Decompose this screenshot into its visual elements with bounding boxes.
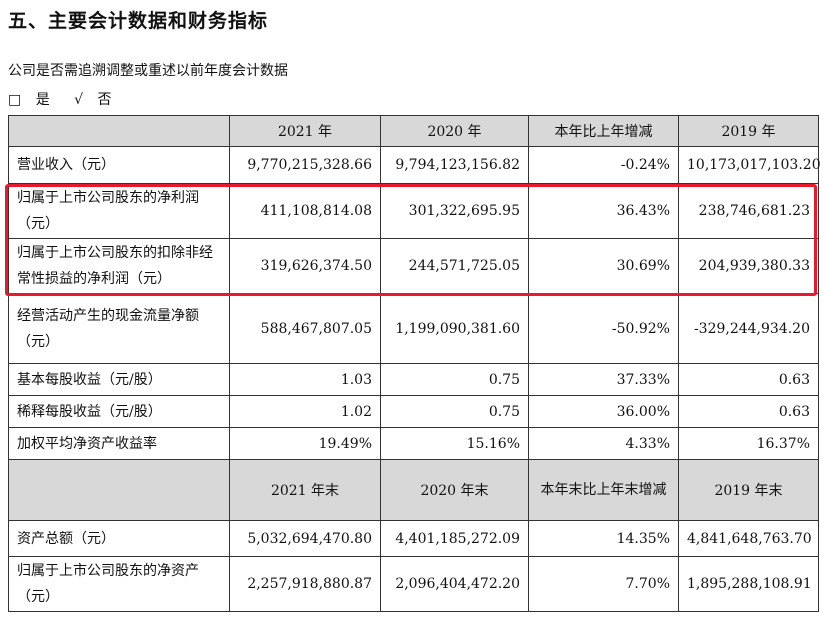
value-cell: -329,244,934.20	[678, 293, 819, 364]
row-label: 营业收入（元）	[8, 146, 230, 184]
table-row: 加权平均净资产收益率 19.49% 15.16% 4.33% 16.37%	[8, 427, 819, 460]
row-label: 经营活动产生的现金流量净额（元）	[8, 293, 230, 364]
row-label: 基本每股收益（元/股）	[8, 363, 230, 396]
value-cell: 36.00%	[528, 395, 679, 428]
table-row: 基本每股收益（元/股） 1.03 0.75 37.33% 0.63	[8, 363, 819, 396]
header-cell: 本年末比上年末增减	[528, 459, 679, 521]
value-cell: 0.75	[380, 395, 529, 428]
value-cell: 2,096,404,472.20	[380, 556, 529, 612]
option-no: √ 否	[74, 92, 121, 108]
value-cell: 0.63	[678, 363, 819, 396]
row-label: 归属于上市公司股东的净利润（元）	[8, 183, 230, 239]
value-cell: 10,173,017,103.20	[678, 146, 821, 184]
restate-options: □ 是 √ 否	[8, 89, 132, 109]
value-cell: 4,401,185,272.09	[380, 520, 529, 557]
header-cell: 2019 年	[678, 115, 819, 147]
header-cell: 2021 年	[229, 115, 381, 147]
option-no-label: 否	[97, 92, 112, 108]
value-cell: 238,746,681.23	[678, 183, 819, 239]
value-cell: 0.63	[678, 395, 819, 428]
header-cell: 2020 年末	[380, 459, 529, 521]
value-cell: 9,770,215,328.66	[229, 146, 381, 184]
value-cell: -50.92%	[528, 293, 679, 364]
table-row: 归属于上市公司股东的净资产（元） 2,257,918,880.87 2,096,…	[8, 556, 819, 612]
header-cell: 2019 年末	[678, 459, 819, 521]
row-label: 归属于上市公司股东的净资产（元）	[8, 556, 230, 612]
value-cell: 16.37%	[678, 427, 819, 460]
option-yes-label: 是	[35, 92, 50, 108]
row-label: 归属于上市公司股东的扣除非经常性损益的净利润（元）	[8, 238, 230, 294]
row-label: 资产总额（元）	[8, 520, 230, 557]
table-row: 经营活动产生的现金流量净额（元） 588,467,807.05 1,199,09…	[8, 293, 819, 364]
restate-question: 公司是否需追溯调整或重述以前年度会计数据	[8, 63, 288, 79]
header-blank-cell	[8, 459, 230, 521]
value-cell: 30.69%	[528, 238, 679, 294]
table-header-row: 2021 年 2020 年 本年比上年增减 2019 年	[8, 115, 819, 147]
row-label: 稀释每股收益（元/股）	[8, 395, 230, 428]
value-cell: 1,895,288,108.91	[678, 556, 819, 612]
value-cell: 19.49%	[229, 427, 381, 460]
row-label: 加权平均净资产收益率	[8, 427, 230, 460]
value-cell: 319,626,374.50	[229, 238, 381, 294]
table-row-highlighted: 归属于上市公司股东的净利润（元） 411,108,814.08 301,322,…	[8, 183, 819, 239]
table-row: 资产总额（元） 5,032,694,470.80 4,401,185,272.0…	[8, 520, 819, 557]
checkbox-empty-icon: □	[8, 92, 22, 108]
check-mark-icon: √	[74, 92, 84, 108]
table-row-highlighted: 归属于上市公司股东的扣除非经常性损益的净利润（元） 319,626,374.50…	[8, 238, 819, 294]
value-cell: 4,841,648,763.70	[678, 520, 819, 557]
value-cell: 9,794,123,156.82	[380, 146, 529, 184]
table-subheader-row: 2021 年末 2020 年末 本年末比上年末增减 2019 年末	[8, 459, 819, 521]
header-blank-cell	[8, 115, 230, 147]
value-cell: 15.16%	[380, 427, 529, 460]
value-cell: 7.70%	[528, 556, 679, 612]
section-title: 五、主要会计数据和财务指标	[8, 10, 269, 32]
value-cell: 14.35%	[528, 520, 679, 557]
header-cell: 2020 年	[380, 115, 529, 147]
value-cell: 36.43%	[528, 183, 679, 239]
header-cell: 本年比上年增减	[528, 115, 679, 147]
value-cell: 588,467,807.05	[229, 293, 381, 364]
value-cell: 4.33%	[528, 427, 679, 460]
header-cell: 2021 年末	[229, 459, 381, 521]
value-cell: 1.02	[229, 395, 381, 428]
financial-data-table: 2021 年 2020 年 本年比上年增减 2019 年 营业收入（元） 9,7…	[8, 115, 821, 612]
value-cell: 37.33%	[528, 363, 679, 396]
table-row: 稀释每股收益（元/股） 1.02 0.75 36.00% 0.63	[8, 395, 819, 428]
value-cell: 204,939,380.33	[678, 238, 819, 294]
value-cell: 0.75	[380, 363, 529, 396]
value-cell: -0.24%	[528, 146, 679, 184]
value-cell: 411,108,814.08	[229, 183, 381, 239]
value-cell: 5,032,694,470.80	[229, 520, 381, 557]
option-yes: □ 是	[8, 92, 60, 108]
value-cell: 1,199,090,381.60	[380, 293, 529, 364]
value-cell: 1.03	[229, 363, 381, 396]
value-cell: 2,257,918,880.87	[229, 556, 381, 612]
value-cell: 301,322,695.95	[380, 183, 529, 239]
table-row: 营业收入（元） 9,770,215,328.66 9,794,123,156.8…	[8, 146, 821, 184]
value-cell: 244,571,725.05	[380, 238, 529, 294]
